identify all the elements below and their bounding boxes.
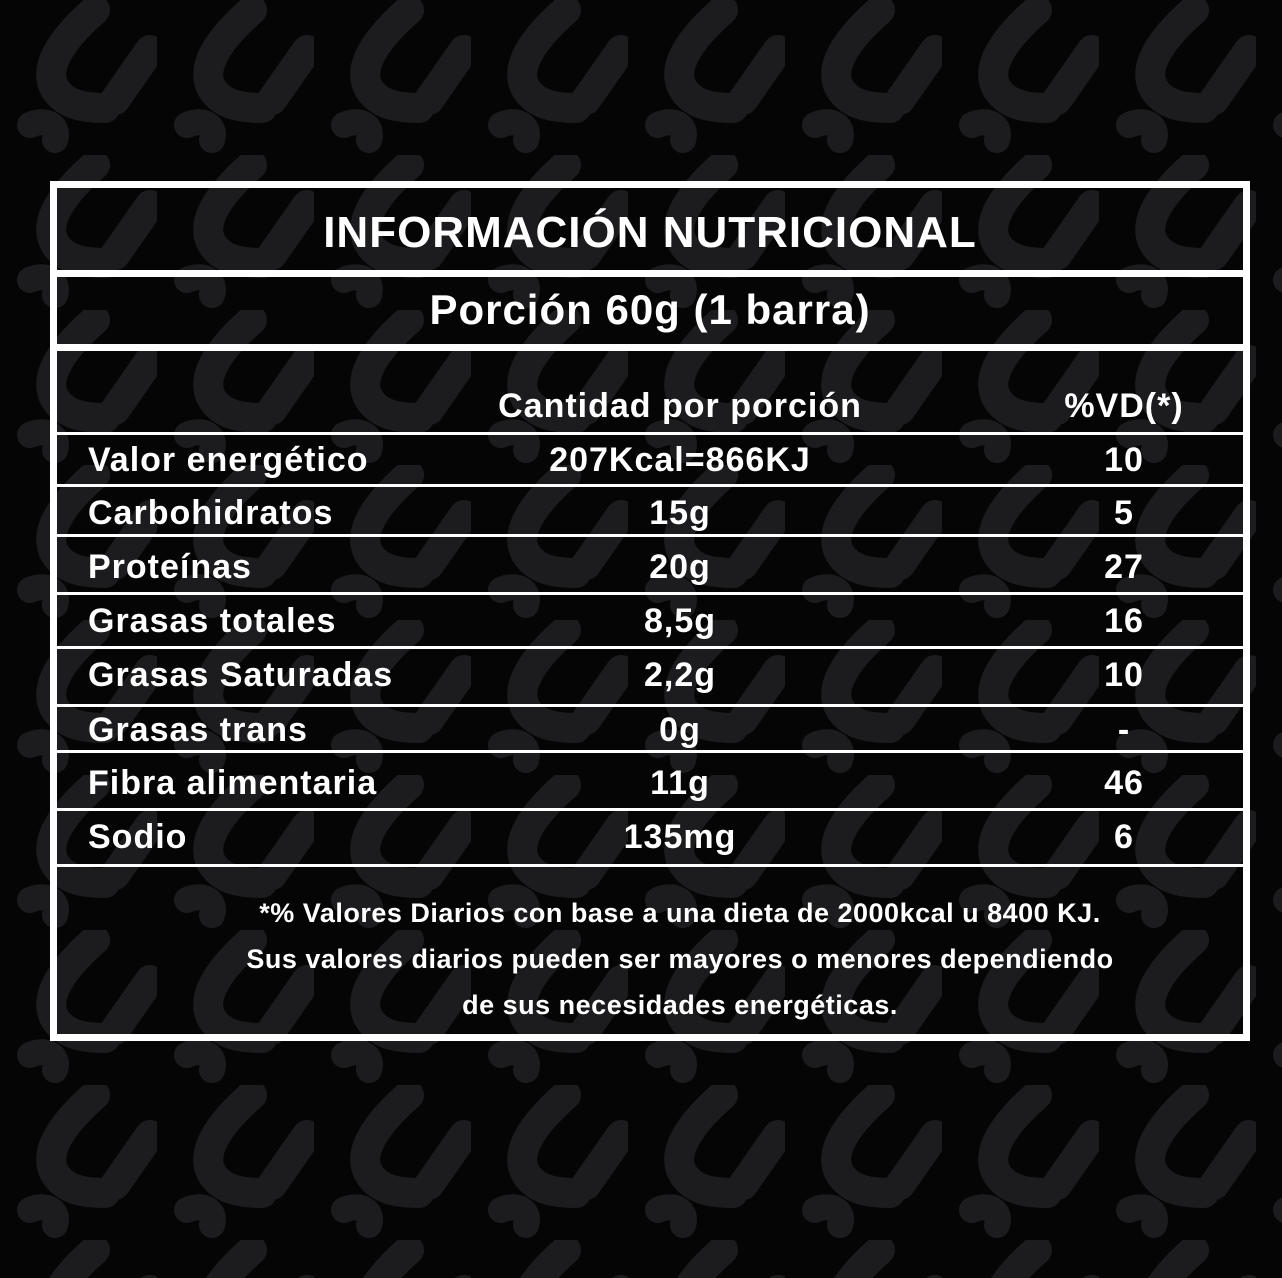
divider <box>57 704 1243 707</box>
row-dv: 6 <box>1114 818 1134 856</box>
row-amount: 207Kcal=866KJ <box>549 441 811 479</box>
footnote-line: de sus necesidades energéticas. <box>462 990 898 1020</box>
row-amount: 8,5g <box>643 602 717 640</box>
row-amount: 20g <box>649 548 711 586</box>
footnote-line: Sus valores diarios pueden ser mayores o… <box>246 944 1114 974</box>
divider <box>57 432 1243 435</box>
row-amount: 11g <box>650 764 710 802</box>
row-amount: 15g <box>649 494 711 532</box>
row-name: Grasas trans <box>88 711 308 749</box>
row-name: Proteínas <box>88 548 252 586</box>
row-amount: 135mg <box>623 818 737 856</box>
row-dv: 10 <box>1104 656 1144 694</box>
row-amount: 0g <box>659 711 701 749</box>
row-name: Valor energético <box>88 441 369 479</box>
footnote-line: *% Valores Diarios con base a una dieta … <box>259 898 1101 928</box>
divider <box>57 344 1243 351</box>
divider <box>57 270 1243 277</box>
header-amount: Cantidad por porción <box>498 387 862 425</box>
row-dv: - <box>1117 711 1131 749</box>
row-name: Sodio <box>88 818 188 856</box>
serving-size: Porción 60g (1 barra) <box>429 286 871 333</box>
row-dv: 27 <box>1104 548 1144 586</box>
divider <box>57 592 1243 595</box>
row-dv: 5 <box>1114 494 1134 532</box>
row-dv: 10 <box>1104 441 1144 479</box>
divider <box>57 808 1243 811</box>
divider <box>57 646 1243 649</box>
divider <box>57 534 1243 537</box>
header-dv: %VD(*) <box>1064 387 1184 425</box>
row-name: Grasas totales <box>88 602 337 640</box>
row-amount: 2,2g <box>643 656 717 694</box>
row-dv: 46 <box>1104 764 1144 802</box>
row-name: Carbohidratos <box>88 494 334 532</box>
divider <box>57 484 1243 487</box>
divider <box>57 750 1243 753</box>
row-name: Grasas Saturadas <box>88 656 394 694</box>
footnote: *% Valores Diarios con base a una dieta … <box>120 890 1240 1028</box>
label-title: INFORMACIÓN NUTRICIONAL <box>323 208 977 257</box>
divider <box>57 864 1243 867</box>
row-name: Fibra alimentaria <box>88 764 378 802</box>
row-dv: 16 <box>1104 602 1144 640</box>
nutrition-table-border <box>50 181 1250 1041</box>
